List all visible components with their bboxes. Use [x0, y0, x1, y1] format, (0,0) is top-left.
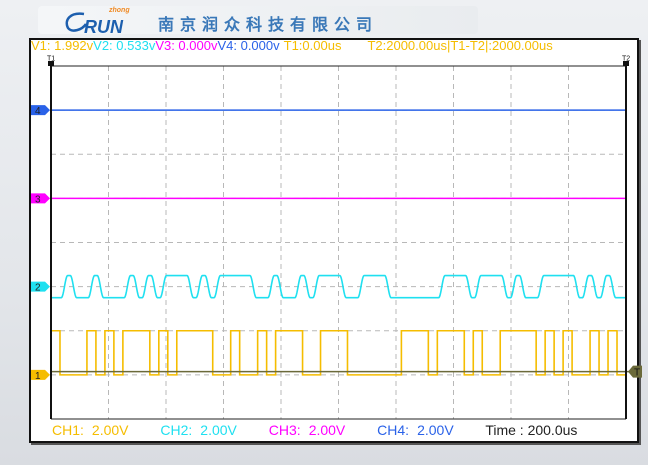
v3-readout: V3: 0.000v: [155, 38, 218, 53]
ch3-scale: CH3: 2.00V: [268, 422, 346, 438]
logo-brand: RUN: [84, 17, 124, 36]
logo-band: [38, 6, 478, 34]
trace-ch1: [51, 329, 626, 376]
channel-scale-bar: CH1: 2.00V CH2: 2.00V CH3: 2.00V CH4: 2.00V …: [52, 422, 591, 438]
ch4-scale: CH4: 2.00V: [377, 422, 454, 438]
cursor-t2-label: T2: [622, 56, 630, 63]
channel-2-marker-label: 2: [35, 283, 41, 294]
trigger-marker[interactable]: [628, 365, 642, 378]
t2-readout: T2:2000.00us: [367, 38, 447, 53]
t1-readout: T1:0.00us: [283, 38, 342, 53]
v2-readout: V2: 0.533v: [93, 38, 156, 53]
v1-readout: V1: 1.992v: [31, 38, 94, 53]
measurement-readout: V1: 1.992vV2: 0.533vV3: 0.000vV4: 0.000v…: [31, 39, 641, 52]
cursor-t1-handle[interactable]: [48, 61, 54, 66]
company-logo: RUN zhong: [65, 7, 130, 36]
v4-readout: V4: 0.000v: [217, 38, 280, 53]
logo-sub: zhong: [108, 7, 130, 14]
channel-1-marker-label: 1: [35, 371, 41, 382]
channel-1-marker[interactable]: [31, 369, 50, 380]
traces: [51, 109, 630, 376]
company-name: 南京润众科技有限公司: [158, 17, 379, 34]
timebase: Time : 200.0us: [485, 422, 578, 438]
dt-readout: |T1-T2|:2000.00us: [446, 38, 553, 53]
channel-4-marker[interactable]: [31, 105, 50, 116]
markers[interactable]: 1 2 3 4 T T1 T2: [31, 56, 642, 420]
trigger-marker-label: T: [634, 368, 640, 379]
channel-2-marker[interactable]: [31, 281, 50, 292]
cursor-t1-label: T1: [47, 56, 55, 63]
ch2-scale: CH2: 2.00V: [160, 422, 237, 438]
ch1-scale: CH1: 2.00V: [52, 422, 129, 438]
channel-3-marker-label: 3: [35, 194, 41, 205]
channel-4-marker-label: 4: [35, 106, 41, 117]
trace-ch2: [51, 274, 626, 299]
cursor-t2-handle[interactable]: [623, 61, 629, 66]
grid: [51, 65, 626, 420]
channel-3-marker[interactable]: [31, 193, 50, 204]
